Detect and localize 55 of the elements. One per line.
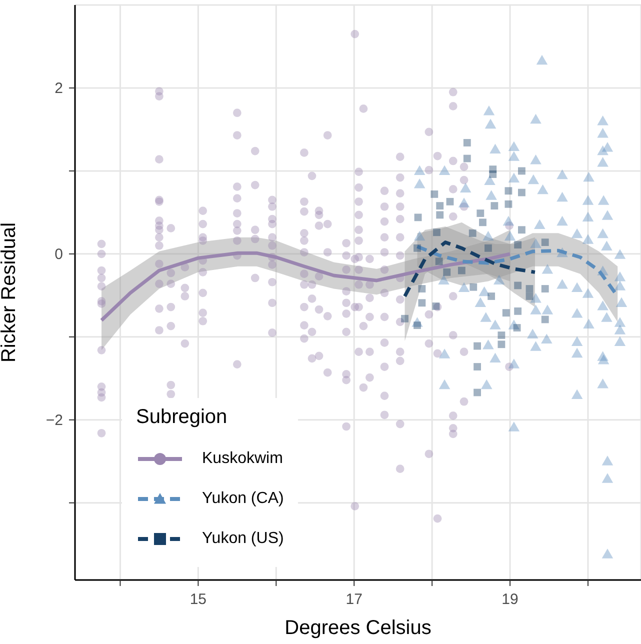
point [476, 210, 484, 217]
point [470, 283, 478, 291]
point [474, 342, 481, 350]
point [443, 268, 451, 276]
point [463, 154, 471, 162]
point [479, 218, 486, 226]
point [514, 282, 522, 290]
point [488, 292, 496, 300]
point [489, 170, 497, 178]
point [436, 202, 444, 210]
point [433, 228, 440, 236]
x-tick-label: 17 [346, 591, 362, 608]
x-tick-label: 15 [190, 591, 207, 608]
point [526, 285, 534, 292]
legend-label: Yukon (CA) [202, 490, 284, 508]
x-axis-title: Degrees Celsius [284, 617, 432, 639]
legend-title: Subregion [136, 406, 228, 429]
point [526, 292, 534, 300]
point [504, 187, 512, 195]
point [436, 211, 444, 219]
point [498, 332, 506, 339]
point [418, 299, 426, 307]
point [541, 285, 549, 292]
y-tick-label: 0 [54, 246, 63, 263]
point [541, 316, 549, 324]
point [541, 238, 549, 246]
point [484, 244, 492, 252]
point [498, 340, 506, 348]
point [514, 241, 522, 248]
point [430, 190, 438, 198]
x-tick-label: 19 [502, 591, 518, 608]
point [458, 266, 466, 274]
point [518, 226, 526, 234]
point [418, 285, 426, 292]
point [490, 202, 498, 210]
point [518, 188, 526, 196]
point [435, 258, 443, 266]
y-tick-label: 2 [54, 80, 63, 97]
y-tick-label: −2 [46, 412, 63, 429]
legend-label: Kuskokwim [202, 450, 283, 468]
point [518, 167, 526, 175]
point [414, 214, 422, 222]
point [463, 139, 471, 146]
point [502, 309, 510, 317]
point [504, 200, 512, 208]
point [474, 363, 481, 370]
line-series [100, 251, 512, 322]
y-axis-title: Ricker Residual [0, 222, 20, 363]
point [514, 307, 522, 315]
point [468, 229, 476, 237]
point [446, 198, 454, 206]
legend-label: Yukon (US) [202, 530, 284, 548]
point [474, 388, 481, 396]
point [414, 244, 421, 252]
point [401, 314, 408, 322]
